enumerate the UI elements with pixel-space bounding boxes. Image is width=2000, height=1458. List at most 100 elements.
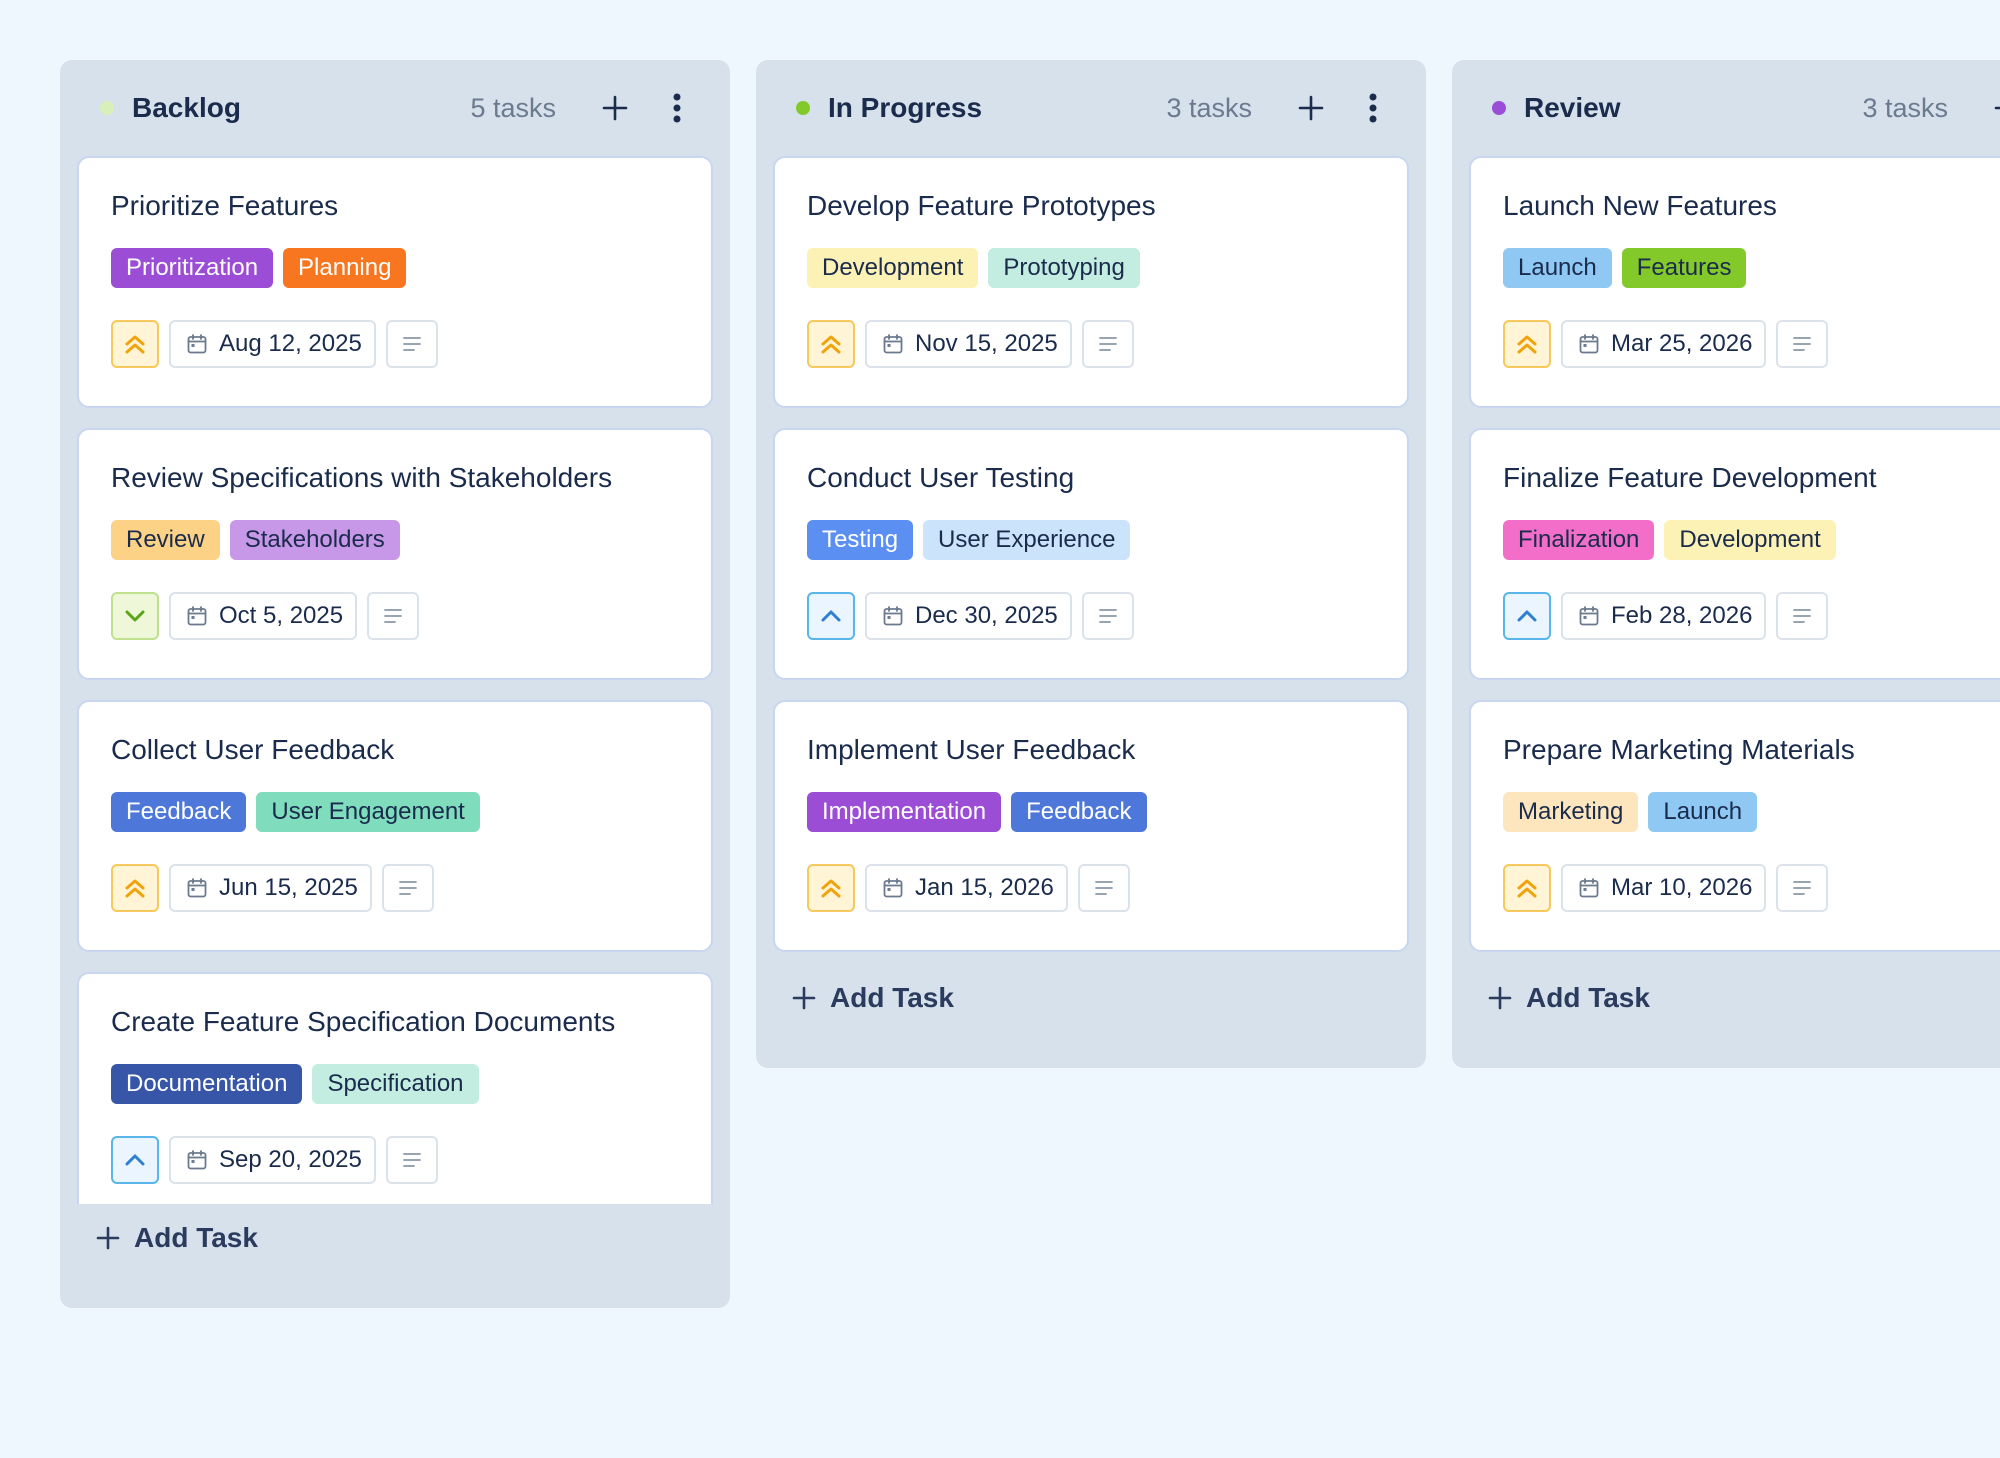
priority-button[interactable] xyxy=(111,1136,159,1184)
add-task-button[interactable]: Add Task xyxy=(60,1210,730,1266)
column-backlog: Backlog 5 tasks Prioritize Features Prior… xyxy=(60,60,730,1308)
priority-high-icon xyxy=(1517,335,1537,354)
tag: Planning xyxy=(283,248,407,288)
calendar-icon xyxy=(1579,606,1599,626)
priority-button[interactable] xyxy=(111,592,159,640)
due-date: Mar 10, 2026 xyxy=(1611,874,1753,901)
add-card-button[interactable] xyxy=(1286,83,1336,133)
task-card[interactable]: Create Feature Specification Documents Do… xyxy=(77,972,713,1204)
tag-list: Launch Features xyxy=(1503,248,2000,288)
task-card[interactable]: Launch New Features Launch Features Mar 25,… xyxy=(1469,156,2000,408)
task-card[interactable]: Finalize Feature Development Finalization… xyxy=(1469,428,2000,680)
tag: User Experience xyxy=(923,520,1131,560)
card-title: Develop Feature Prototypes xyxy=(807,190,1156,221)
add-task-button[interactable]: Add Task xyxy=(1452,970,2000,1026)
task-card[interactable]: Develop Feature Prototypes Development Pro… xyxy=(773,156,1409,408)
card-title: Finalize Feature Development xyxy=(1503,462,1877,493)
priority-button[interactable] xyxy=(807,592,855,640)
description-button[interactable] xyxy=(1081,320,1134,368)
add-card-button[interactable] xyxy=(1982,83,2000,133)
description-button[interactable] xyxy=(1776,320,1829,368)
card-meta: Aug 12, 2025 xyxy=(111,320,679,368)
column-title: In Progress xyxy=(828,92,983,123)
tag: Development xyxy=(1664,520,1836,560)
priority-button[interactable] xyxy=(1503,592,1551,640)
description-button[interactable] xyxy=(1077,864,1130,912)
tag: Testing xyxy=(807,520,914,560)
column-status-dot xyxy=(796,101,810,115)
due-date-chip[interactable]: Dec 30, 2025 xyxy=(865,592,1072,640)
tag: Implementation xyxy=(807,792,1002,832)
add-task-label: Add Task xyxy=(830,982,954,1013)
due-date-chip[interactable]: Sep 20, 2025 xyxy=(169,1136,376,1184)
tag-list: Marketing Launch xyxy=(1503,792,2000,832)
task-card[interactable]: Review Specifications with Stakeholders R… xyxy=(77,428,713,680)
card-meta: Jun 15, 2025 xyxy=(111,864,679,912)
description-icon xyxy=(384,609,402,623)
task-card[interactable]: Collect User Feedback Feedback User Engage… xyxy=(77,700,713,952)
description-button[interactable] xyxy=(1776,592,1829,640)
due-date-chip[interactable]: Oct 5, 2025 xyxy=(169,592,358,640)
tag: Stakeholders xyxy=(229,520,400,560)
due-date-chip[interactable]: Jan 15, 2026 xyxy=(865,864,1068,912)
due-date-chip[interactable]: Feb 28, 2026 xyxy=(1561,592,1767,640)
card-list: Develop Feature Prototypes Development Pro… xyxy=(756,156,1426,956)
task-card[interactable]: Prepare Marketing Materials Marketing Laun… xyxy=(1469,700,2000,952)
priority-button[interactable] xyxy=(111,320,159,368)
tag: Prototyping xyxy=(988,248,1140,288)
card-title: Review Specifications with Stakeholders xyxy=(111,462,613,493)
column-menu-button[interactable] xyxy=(1348,83,1398,133)
due-date-chip[interactable]: Mar 25, 2026 xyxy=(1561,320,1767,368)
priority-button[interactable] xyxy=(807,864,855,912)
due-date: Jan 15, 2026 xyxy=(915,874,1054,901)
add-task-button[interactable]: Add Task xyxy=(756,970,1426,1026)
priority-button[interactable] xyxy=(1503,320,1551,368)
description-button[interactable] xyxy=(385,320,438,368)
calendar-icon xyxy=(187,606,207,626)
priority-button[interactable] xyxy=(111,864,159,912)
task-card[interactable]: Implement User Feedback Implementation Fee… xyxy=(773,700,1409,952)
tag: Feedback xyxy=(1011,792,1147,832)
description-icon xyxy=(1793,609,1812,623)
due-date: Jun 15, 2025 xyxy=(219,874,358,901)
card-list: Prioritize Features Prioritization Plannin… xyxy=(60,156,730,1204)
more-vertical-icon xyxy=(1369,93,1377,123)
task-card[interactable]: Prioritize Features Prioritization Plannin… xyxy=(77,156,713,408)
priority-high-icon xyxy=(821,879,841,898)
card-meta: Oct 5, 2025 xyxy=(111,592,679,640)
priority-high-icon xyxy=(821,335,841,354)
due-date-chip[interactable]: Aug 12, 2025 xyxy=(169,320,376,368)
due-date-chip[interactable]: Jun 15, 2025 xyxy=(169,864,372,912)
description-button[interactable] xyxy=(385,1136,438,1184)
due-date-chip[interactable]: Mar 10, 2026 xyxy=(1561,864,1767,912)
card-meta: Mar 10, 2026 xyxy=(1503,864,2000,912)
card-meta: Jan 15, 2026 xyxy=(807,864,1375,912)
description-button[interactable] xyxy=(367,592,420,640)
card-title: Conduct User Testing xyxy=(807,462,1075,493)
tag: Review xyxy=(111,520,220,560)
calendar-icon xyxy=(1579,334,1599,354)
description-button[interactable] xyxy=(381,864,434,912)
add-card-button[interactable] xyxy=(590,83,640,133)
due-date: Dec 30, 2025 xyxy=(915,602,1058,629)
description-icon xyxy=(398,881,417,895)
due-date: Mar 25, 2026 xyxy=(1611,330,1753,357)
column-menu-button[interactable] xyxy=(652,83,702,133)
column-review: Review 3 tasks Launch New Features Launch… xyxy=(1452,60,2000,1068)
plus-icon xyxy=(1488,986,1512,1010)
column-header: Backlog 5 tasks xyxy=(60,60,730,156)
due-date: Sep 20, 2025 xyxy=(219,1146,362,1173)
due-date-chip[interactable]: Nov 15, 2025 xyxy=(865,320,1072,368)
plus-icon xyxy=(96,1226,120,1250)
priority-button[interactable] xyxy=(807,320,855,368)
card-meta: Mar 25, 2026 xyxy=(1503,320,2000,368)
tag: Prioritization xyxy=(111,248,274,288)
description-button[interactable] xyxy=(1776,864,1829,912)
task-card[interactable]: Conduct User Testing Testing User Experien… xyxy=(773,428,1409,680)
priority-button[interactable] xyxy=(1503,864,1551,912)
description-button[interactable] xyxy=(1081,592,1134,640)
column-header: In Progress 3 tasks xyxy=(756,60,1426,156)
card-meta: Sep 20, 2025 xyxy=(111,1136,679,1184)
due-date: Oct 5, 2025 xyxy=(219,602,344,629)
